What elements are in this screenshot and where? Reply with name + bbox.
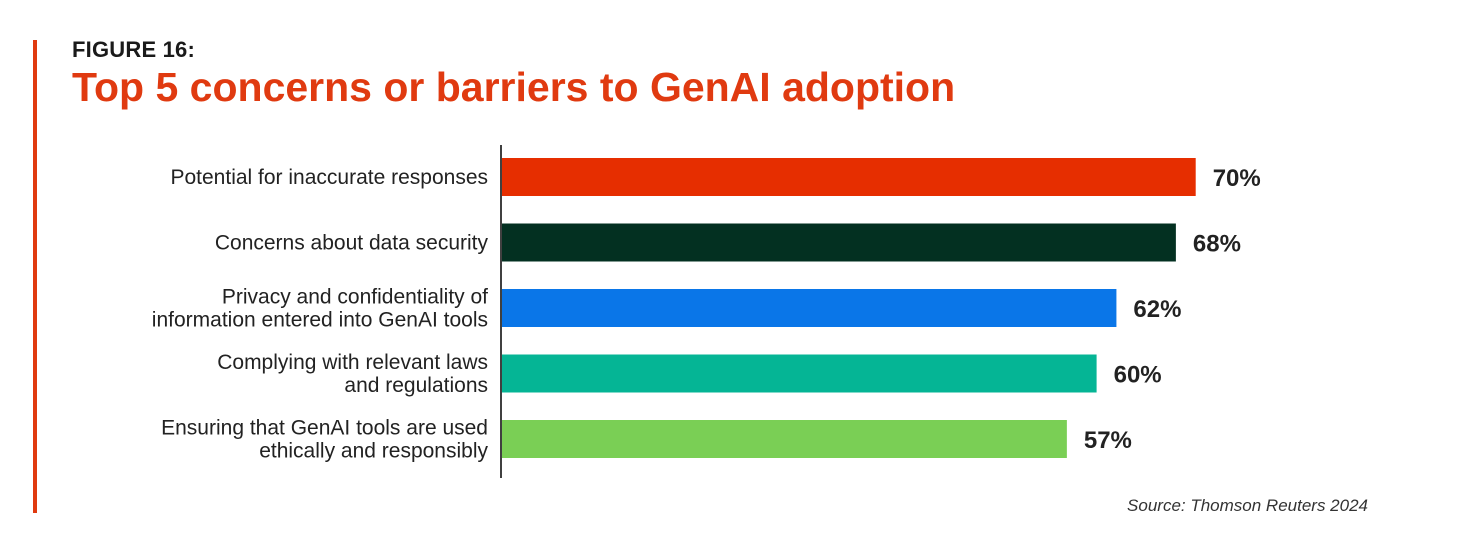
bar-5: [502, 420, 1067, 458]
source-note: Source: Thomson Reuters 2024: [1127, 496, 1368, 515]
accent-rule: [33, 40, 37, 513]
value-label-3: 62%: [1133, 296, 1181, 323]
chart-title: Top 5 concerns or barriers to GenAI adop…: [72, 64, 956, 110]
bar-1: [502, 158, 1196, 196]
bar-3: [502, 289, 1117, 327]
category-label-1: Potential for inaccurate responses: [170, 166, 488, 189]
category-label-3: Privacy and confidentiality of informatio…: [152, 286, 488, 332]
value-label-1: 70%: [1213, 165, 1261, 192]
value-label-4: 60%: [1114, 362, 1162, 389]
bar-2: [502, 223, 1176, 262]
category-label-2: Concerns about data security: [215, 232, 489, 255]
figure-label: FIGURE 16:: [72, 37, 196, 62]
category-label-4: Complying with relevant laws and regulati…: [217, 351, 488, 397]
value-label-5: 57%: [1084, 427, 1132, 454]
bar-4: [502, 354, 1097, 393]
category-label-5: Ensuring that GenAI tools are used ethica…: [161, 417, 488, 463]
value-label-2: 68%: [1193, 231, 1241, 258]
